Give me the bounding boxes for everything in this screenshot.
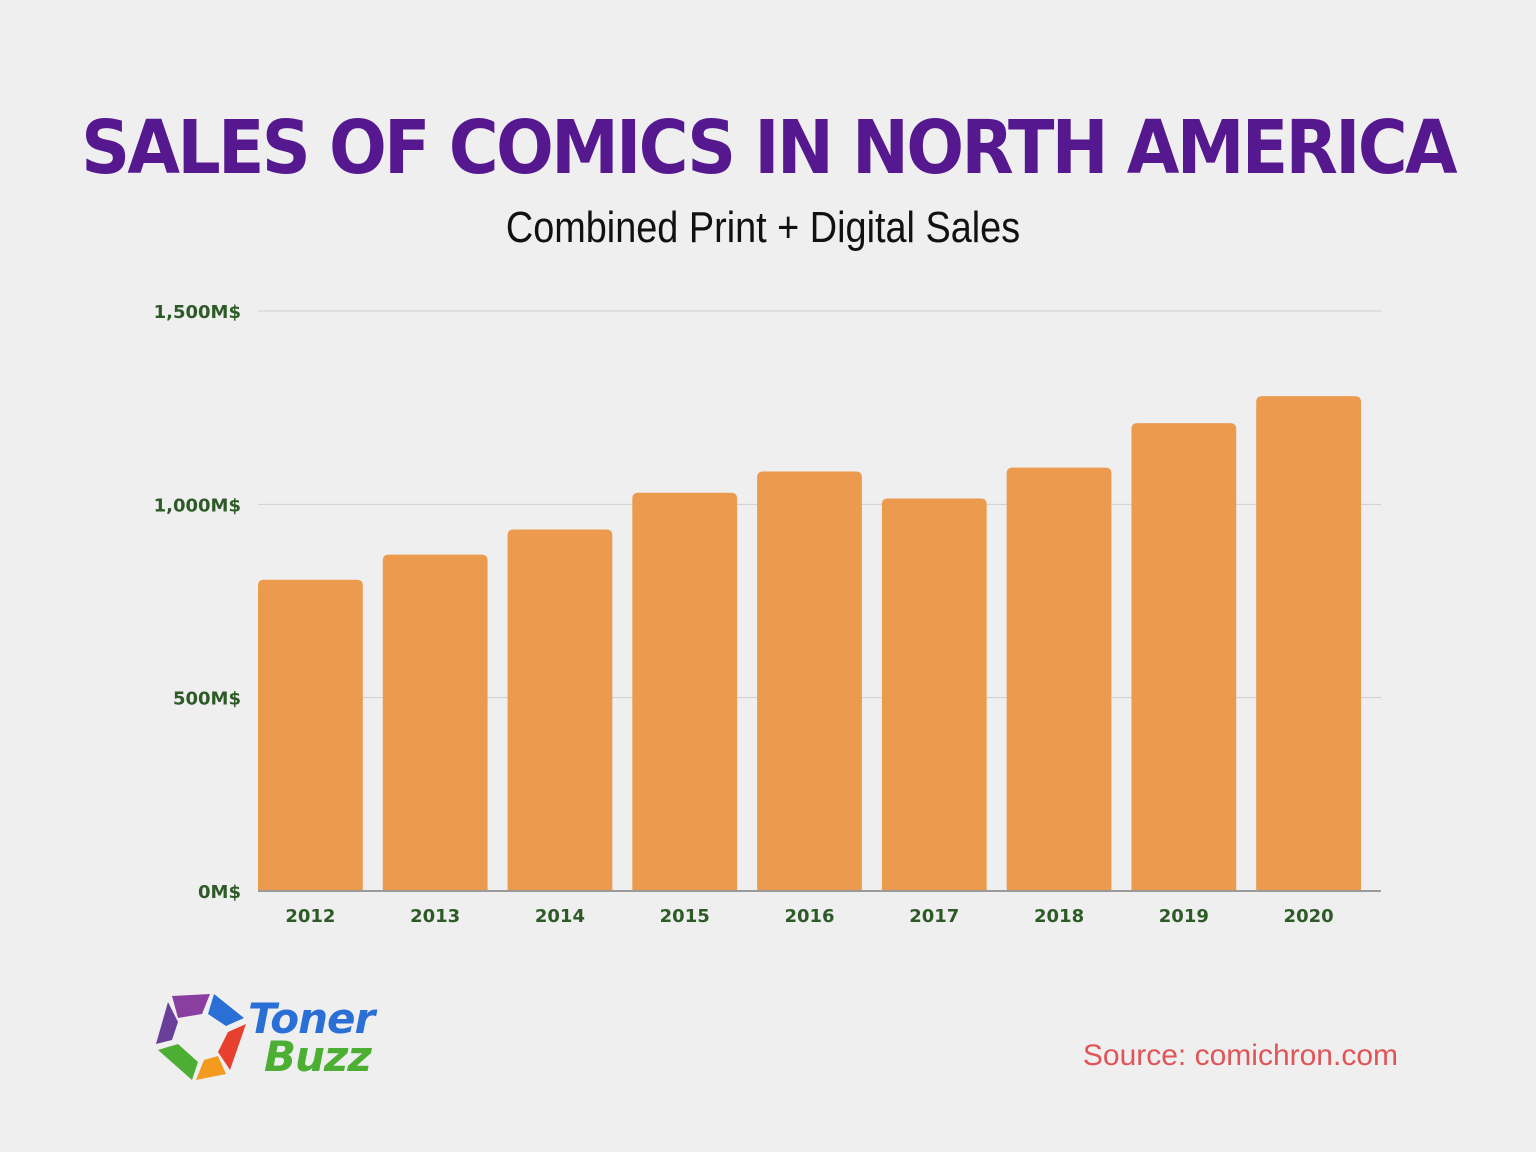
chart-subtitle: Combined Print + Digital Sales: [505, 203, 1021, 252]
y-tick-label: 1,000M$: [154, 495, 241, 516]
bar: [258, 579, 363, 891]
bar: [1131, 423, 1237, 891]
logo-text-toner: Toner: [248, 994, 375, 1043]
x-tick-label: 2020: [1284, 906, 1334, 927]
x-tick-label: 2012: [285, 906, 335, 927]
x-tick-label: 2016: [784, 906, 834, 927]
bar: [757, 471, 862, 891]
x-tick-label: 2015: [660, 906, 710, 927]
bar: [507, 529, 613, 891]
y-tick-label: 1,500M$: [154, 302, 241, 323]
x-tick-label: 2017: [909, 906, 959, 927]
bar: [382, 554, 488, 891]
bar: [1256, 396, 1361, 891]
logo-text-buzz: Buzz: [264, 1032, 372, 1081]
y-tick-label: 0M$: [198, 882, 241, 903]
x-tick-label: 2014: [535, 906, 585, 927]
bar: [1006, 467, 1112, 891]
x-tick-label: 2019: [1159, 906, 1209, 927]
bar: [632, 492, 738, 891]
toner-buzz-logo: Toner Buzz: [152, 988, 402, 1088]
x-tick-label: 2018: [1034, 906, 1084, 927]
logo-swirl-icon: [156, 994, 246, 1080]
source-note: Source: comichron.com: [1082, 1039, 1398, 1072]
y-tick-label: 500M$: [173, 689, 241, 710]
bar: [881, 498, 987, 891]
chart-title: SALES OF COMICS IN NORTH AMERICA: [81, 105, 1457, 191]
x-tick-label: 2013: [410, 906, 460, 927]
